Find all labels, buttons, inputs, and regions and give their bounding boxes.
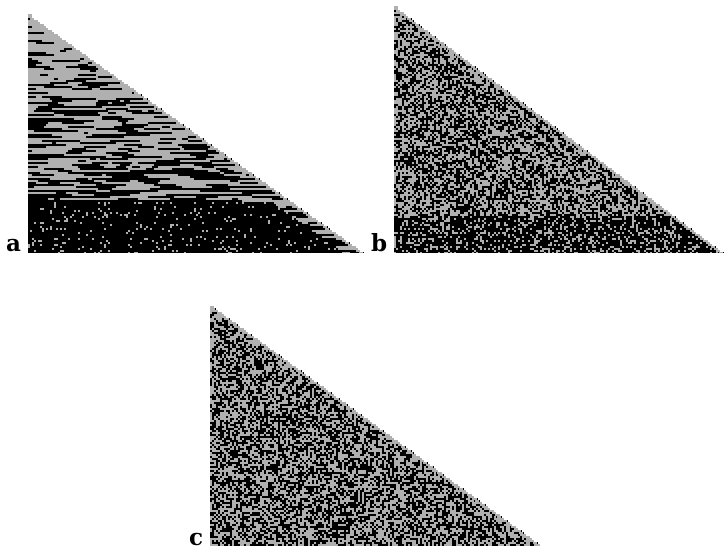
panel-a-triangle	[28, 14, 364, 253]
panel-c-triangle	[210, 306, 540, 546]
panel-b-label: b	[371, 230, 388, 257]
panel-a-label: a	[6, 230, 21, 257]
panel-b-pattern-image	[394, 6, 724, 253]
panel-a-pattern-image	[28, 14, 364, 253]
panel-c-pattern-image	[210, 306, 540, 546]
panel-c-label: c	[189, 524, 204, 551]
panel-b-triangle	[394, 6, 724, 253]
